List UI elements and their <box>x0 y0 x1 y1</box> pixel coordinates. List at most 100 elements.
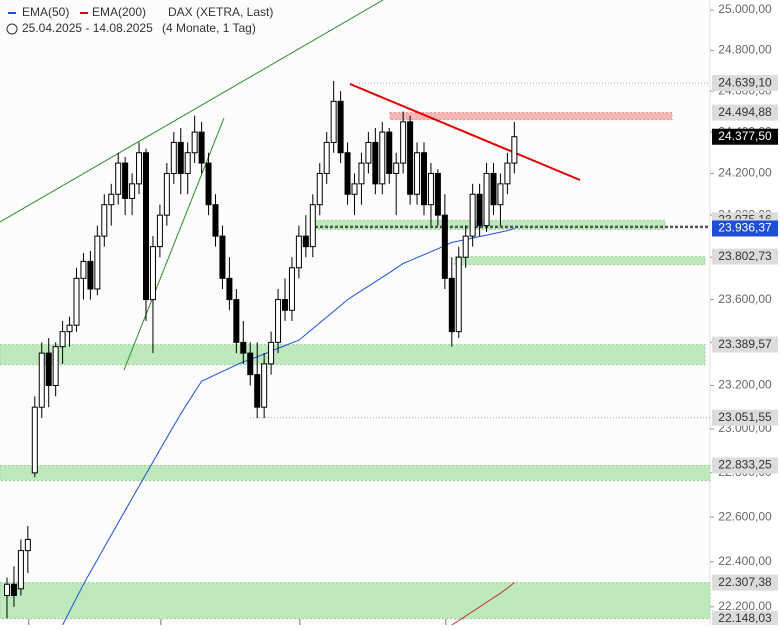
level-label: 23.936,37 <box>718 221 772 235</box>
level-label-bg <box>712 104 778 121</box>
clock-icon <box>6 23 18 35</box>
level-label-bg <box>712 409 778 426</box>
candle-body <box>10 583 17 597</box>
y-tick-label: 23.200,00 <box>718 378 772 392</box>
candle-body <box>163 172 170 216</box>
candle-body <box>351 183 358 195</box>
trend-line <box>123 117 225 371</box>
instrument: DAX (XETRA, Last) <box>168 5 273 19</box>
candle-body <box>17 550 24 590</box>
plot-bg <box>0 0 710 625</box>
candle-body <box>170 141 177 174</box>
candle-body <box>115 162 122 195</box>
period: 25.04.2025 - 14.08.2025 <box>22 21 153 35</box>
candle-body <box>191 131 198 154</box>
level-label-bg <box>712 248 778 265</box>
candle-body <box>490 172 497 206</box>
legend-label: EMA(200) <box>92 5 146 19</box>
trend-line <box>0 0 384 223</box>
candle-body <box>143 152 149 301</box>
candle-body <box>441 214 448 279</box>
candle-body <box>323 141 330 174</box>
level-band <box>0 465 711 482</box>
legend: EMA(50) EMA(200) DAX (XETRA, Last) 25.04… <box>6 5 273 35</box>
candle-body <box>94 235 101 290</box>
candle-body <box>212 204 219 237</box>
candle-body <box>344 152 351 195</box>
level-label: 22.833,25 <box>718 458 772 472</box>
candle-body <box>295 235 302 269</box>
level-band <box>0 582 711 620</box>
level-label: 23.802,73 <box>718 249 772 263</box>
candle-body <box>302 235 309 248</box>
legend-label: EMA(50) <box>22 5 69 19</box>
level-label: 24.639,10 <box>718 75 772 89</box>
candle-body <box>282 299 288 311</box>
candle-body <box>407 121 414 195</box>
candle-body <box>316 172 323 206</box>
candle-body <box>108 193 115 206</box>
candle-body <box>38 352 45 408</box>
candle-body <box>129 183 136 199</box>
level-label: 24.494,88 <box>718 105 772 119</box>
candle-body <box>497 183 504 206</box>
y-tick-label: 23.600,00 <box>718 292 772 306</box>
candle-body <box>59 331 66 348</box>
candle-body <box>45 352 52 386</box>
candle-body <box>87 260 94 290</box>
candle-body <box>365 141 372 164</box>
candle-body <box>434 172 441 216</box>
level-label-bg <box>712 336 778 353</box>
candle-body <box>240 341 247 354</box>
candle-body <box>421 152 427 206</box>
y-tick-label: 24.800,00 <box>718 43 772 57</box>
candle-body <box>198 131 205 164</box>
candle-body <box>254 374 261 408</box>
level-band <box>389 112 673 121</box>
candle-body <box>247 352 254 376</box>
candle-body <box>386 131 393 174</box>
candle-body <box>52 346 59 386</box>
level-label-bg <box>712 75 778 92</box>
candle-body <box>226 277 233 301</box>
candle-body <box>511 136 518 164</box>
level-label-bg <box>712 457 778 474</box>
candle-body <box>136 152 143 185</box>
candle-body <box>80 260 87 279</box>
candle-body <box>337 100 344 154</box>
candle-body <box>156 214 163 248</box>
candle-body <box>309 204 316 248</box>
level-label-bg <box>712 610 778 627</box>
y-tick-label: 25.000,00 <box>718 2 772 16</box>
level-label-bg <box>712 128 778 145</box>
level-label: 22.148,03 <box>718 611 772 625</box>
trend-line <box>349 83 581 181</box>
candle-body <box>261 363 268 408</box>
level-band <box>454 256 706 266</box>
candle-body <box>268 341 275 365</box>
candle-body <box>358 162 365 185</box>
candle-body <box>73 277 80 326</box>
candle-body <box>462 235 469 258</box>
candle-body <box>483 172 490 227</box>
level-band <box>0 344 706 366</box>
candle-body <box>122 162 129 199</box>
level-label: 23.389,57 <box>718 337 772 351</box>
y-tick-label: 22.600,00 <box>718 509 772 523</box>
span: (4 Monate, 1 Tag) <box>162 21 256 35</box>
candle-body <box>448 277 455 333</box>
candle-body <box>372 141 379 185</box>
ema-line <box>451 582 515 626</box>
candle-body <box>184 152 191 174</box>
candle-body <box>233 299 240 343</box>
level-label: 22.307,38 <box>718 575 772 589</box>
candle-body <box>469 193 476 237</box>
level-label: 24.377,50 <box>718 129 772 143</box>
level-label-bg <box>712 220 778 237</box>
candle-body <box>275 299 282 343</box>
candle-body <box>288 267 295 311</box>
candle-body <box>4 583 10 597</box>
candle-body <box>66 324 73 333</box>
candle-body <box>476 193 483 227</box>
